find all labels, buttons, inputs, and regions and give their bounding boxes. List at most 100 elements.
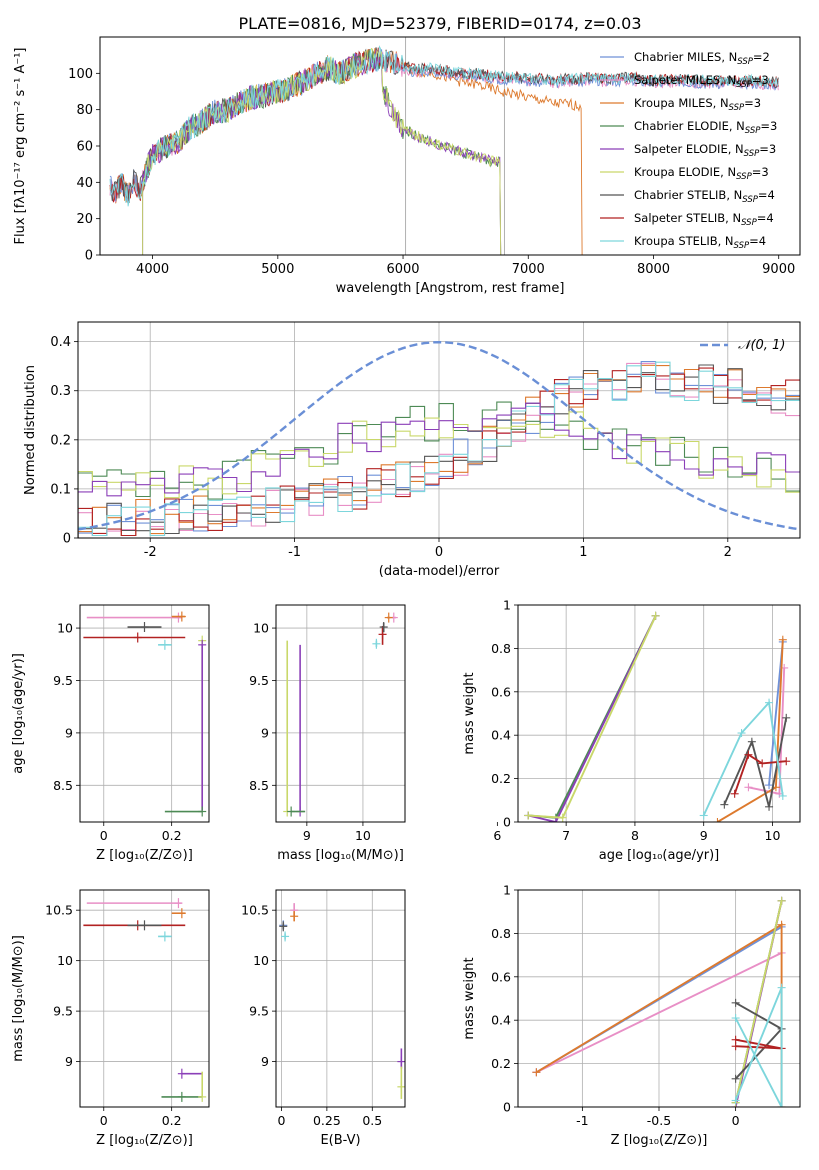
age-vs-mass-axes: 9 10 8.5 9 9.5 10 mass [log₁₀(M/M⊙)] [249,604,406,863]
age-vs-mass-ytick-label: 9.5 [249,673,269,688]
age-vs-mass-ytick-label: 10 [253,621,269,636]
residuals-ytick-label: 0.4 [50,335,71,350]
spectrum-ytick-label: 80 [76,103,93,118]
mass-weight-vs-Z-series-8 [734,987,783,1107]
mass-weight-vs-age-series-0 [768,641,784,786]
spectrum-frame [99,36,801,256]
mass-weight-vs-Z-xtick-label: -1 [576,1113,588,1128]
legend-label-8: Kroupa STELIB, NSSP=4 [634,234,766,251]
mass-vs-Z-frame [79,889,210,1108]
residuals-xtick-label: 2 [724,545,732,560]
mass-vs-Z-ytick-label: 9.5 [53,1004,73,1019]
mass-weight-vs-age-ytick-label: 1 [503,598,511,613]
gaussian-legend-label: 𝒩(0, 1) [738,338,785,353]
mass-vs-Z-ytick-label: 10.5 [45,903,73,918]
mass-weight-vs-age-xtick-label: 10 [765,828,781,843]
legend-label-7: Salpeter STELIB, NSSP=4 [634,211,774,228]
legend-label-6: Chabrier STELIB, NSSP=4 [634,188,775,205]
age-vs-Z-plot-area [80,605,209,822]
spectrum-xtick-label: 5000 [261,262,294,277]
age-vs-Z-xlabel: Z [log₁₀(Z/Z⊙)] [96,848,193,863]
mass-weight-vs-age-axes: 6 7 8 9 10 0 0.2 0.4 0.6 0.8 1 age [log₁₀(age/yr)] m… [462,598,801,863]
mass-weight-vs-age-plot-area [518,605,800,822]
mass-vs-ebv-ytick-label: 9.5 [249,1004,269,1019]
mass-weight-vs-age-series-8 [702,700,784,816]
spectrum-legend: Chabrier MILES, NSSP=2 Salpeter MILES, NS… [600,50,777,251]
residuals-ytick-label: 0.1 [50,482,71,497]
mass-vs-ebv-axes: 0 0.25 0.5 9 9.5 10 10.5 E(B-V) [241,889,406,1148]
age-vs-Z-axes: 0 0.2 8.5 9 9.5 10 Z [log₁₀(Z/Z⊙)] age [log₁₀(a… [11,604,210,863]
residuals-ytick-label: 0.2 [50,433,71,448]
residuals-ylabel: Normed distribution [23,365,38,495]
mass-weight-vs-Z-ytick-label: 0.6 [491,969,511,984]
mass-vs-Z-xtick-label: 0 [100,1113,108,1128]
age-vs-Z-ytick-label: 10 [57,621,73,636]
mass-weight-vs-age-series-7 [733,753,787,795]
spectrum-xlabel: wavelength [Angstrom, rest frame] [336,281,565,296]
spectrum-xtick-label: 7000 [512,262,545,277]
age-vs-Z-ylabel: age [log₁₀(age/yr)] [11,653,26,774]
spectrum-plot-area [109,37,779,255]
mass-weight-vs-age-ytick-label: 0.8 [491,641,511,656]
mass-weight-vs-Z-ylabel: mass weight [462,957,477,1039]
mass-weight-vs-Z-plot-area [518,890,800,1107]
mass-weight-vs-Z-xlabel: Z [log₁₀(Z/Z⊙)] [611,1133,708,1148]
spectrum-line-8 [109,45,779,207]
mass-weight-vs-Z-ytick-label: 0.2 [491,1056,511,1071]
residual-hist-8 [78,361,800,538]
age-vs-mass-ytick-label: 8.5 [249,778,269,793]
age-vs-mass-xlabel: mass [log₁₀(M/M⊙)] [277,848,404,863]
age-vs-mass-xtick-label: 9 [303,828,311,843]
age-vs-Z-ytick-label: 8.5 [53,778,73,793]
legend-label-5: Kroupa ELODIE, NSSP=3 [634,165,769,182]
spectrum-ytick-label: 100 [68,67,93,82]
mass-vs-ebv-xtick-label: 0.5 [362,1113,382,1128]
legend-label-1: Salpeter MILES, NSSP=3 [634,73,769,90]
mass-weight-vs-age-ylabel: mass weight [462,672,477,754]
mass-weight-vs-Z-series-5 [734,900,783,1103]
mass-weight-vs-age-xtick-label: 9 [700,828,708,843]
residuals-ytick-label: 0.3 [50,384,71,399]
mass-weight-vs-age-xtick-label: 6 [493,828,501,843]
mass-weight-vs-Z-xtick-label: -0.5 [647,1113,671,1128]
spectrum-ytick-label: 40 [76,176,93,191]
residuals-axes: -2 -1 0 1 2 0 0.1 0.2 0.3 0.4 (data-model)/error No… [23,321,801,579]
legend-label-2: Kroupa MILES, NSSP=3 [634,96,761,113]
residuals-xtick-label: 1 [579,545,587,560]
residual-hist-4 [78,402,800,538]
age-vs-mass-plot-area [276,605,405,822]
spectrum-ytick-label: 60 [76,140,93,155]
mass-weight-vs-age-ytick-label: 0.6 [491,684,511,699]
mass-vs-Z-xtick-label: 0.2 [162,1113,182,1128]
mass-weight-vs-age-frame [517,604,801,823]
mass-vs-ebv-xlabel: E(B-V) [320,1133,360,1148]
mass-vs-ebv-plot-area [276,890,405,1107]
residuals-frame [77,321,801,539]
residuals-xtick-label: -1 [288,545,301,560]
residual-hist-7 [78,367,800,538]
mass-weight-vs-age-series-4 [528,615,657,822]
mass-weight-vs-Z-xtick-label: 0 [732,1113,740,1128]
mass-weight-vs-age-ytick-label: 0.4 [491,728,511,743]
age-vs-Z-frame [79,604,210,823]
age-vs-Z-xtick-label: 0 [100,828,108,843]
spectrum-line-5 [142,47,502,255]
spectrum-ytick-label: 0 [85,249,93,264]
mass-weight-vs-age-ytick-label: 0.2 [491,771,511,786]
residual-hist-5 [78,411,800,538]
spectrum-ytick-label: 20 [76,212,93,227]
mass-vs-ebv-xtick-label: 0 [277,1113,285,1128]
mass-vs-ebv-frame [275,889,406,1108]
mass-vs-ebv-ytick-label: 9 [261,1054,269,1069]
residuals-xtick-label: -2 [144,545,157,560]
mass-weight-vs-age-xtick-label: 8 [631,828,639,843]
age-vs-Z-xtick-label: 0.2 [162,828,182,843]
residuals-xlabel: (data-model)/error [379,564,500,579]
mass-vs-Z-ytick-label: 10 [57,953,73,968]
mass-vs-ebv-xtick-label: 0.25 [313,1113,341,1128]
mass-weight-vs-age-ytick-label: 0 [503,815,511,830]
legend-label-0: Chabrier MILES, NSSP=2 [634,50,770,67]
mass-weight-vs-age-series-5 [528,615,657,819]
